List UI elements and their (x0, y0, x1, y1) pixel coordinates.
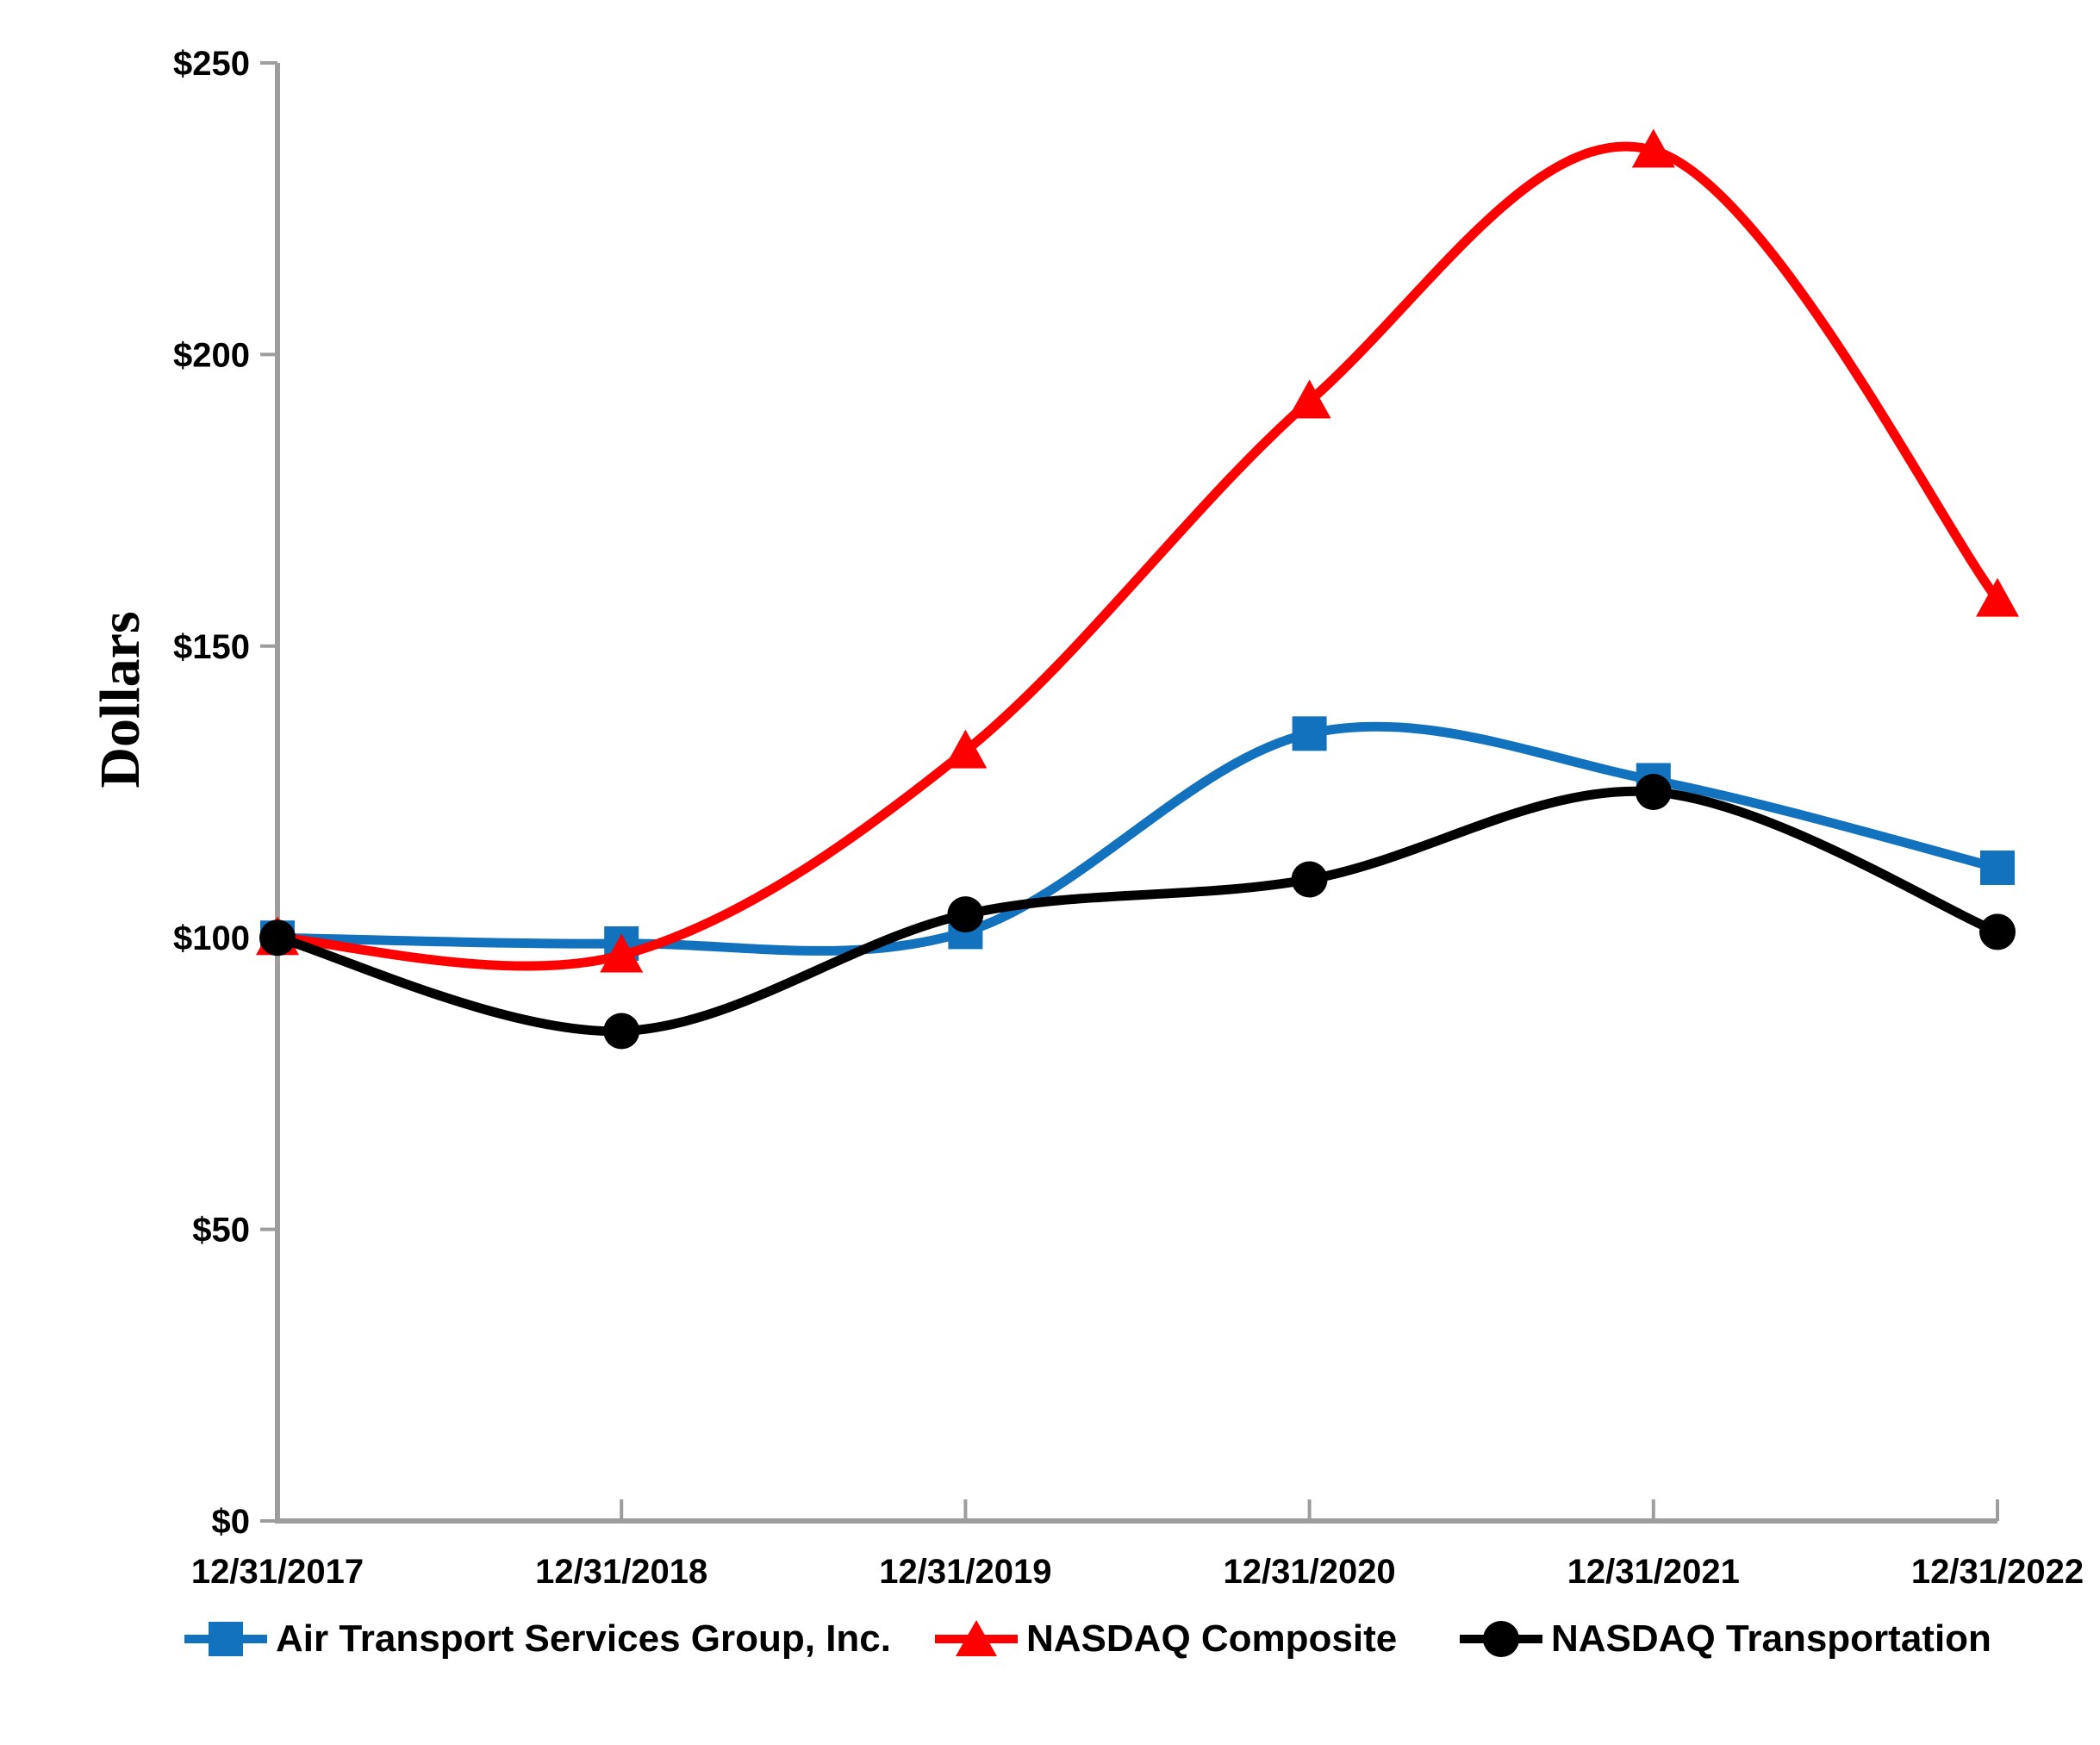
y-tick-label: $200 (173, 336, 250, 374)
series-0-marker-3 (1292, 716, 1327, 751)
y-tick-label: $250 (173, 45, 250, 83)
y-tick-label: $50 (192, 1212, 250, 1250)
series-2-marker-2 (947, 896, 984, 933)
series-2-marker-3 (1291, 861, 1328, 898)
series-line-1 (272, 141, 2003, 971)
series-0-marker-5 (1980, 850, 2015, 885)
y-tick-label: $0 (212, 1503, 251, 1541)
series-1-marker-5 (1976, 577, 2019, 617)
y-tick-label: $150 (173, 628, 250, 666)
series-2-marker-0 (259, 919, 296, 957)
series-2-marker-5 (1979, 913, 2016, 950)
x-axis-label: 12/31/2017 (191, 1553, 364, 1591)
series-1-marker-1 (600, 933, 644, 973)
series-2-marker-4 (1635, 774, 1672, 810)
series-2-marker-1 (603, 1013, 640, 1050)
series-1-marker-2 (944, 729, 988, 769)
x-axis-label: 12/31/2018 (535, 1553, 707, 1591)
x-axis-label: 12/31/2019 (879, 1553, 1051, 1591)
series-line-0 (272, 721, 2003, 956)
series-1-marker-3 (1287, 379, 1331, 419)
x-axis-label: 12/31/2020 (1223, 1553, 1395, 1591)
axis-lines (275, 63, 1997, 1524)
series-line-2 (272, 786, 2003, 1037)
y-axis-title: Dollars (89, 611, 152, 788)
series-1-marker-4 (1631, 128, 1675, 168)
y-tick-label: $100 (173, 919, 250, 957)
x-axis-label: 12/31/2022 (1911, 1553, 2084, 1591)
x-axis-label: 12/31/2021 (1567, 1553, 1740, 1591)
